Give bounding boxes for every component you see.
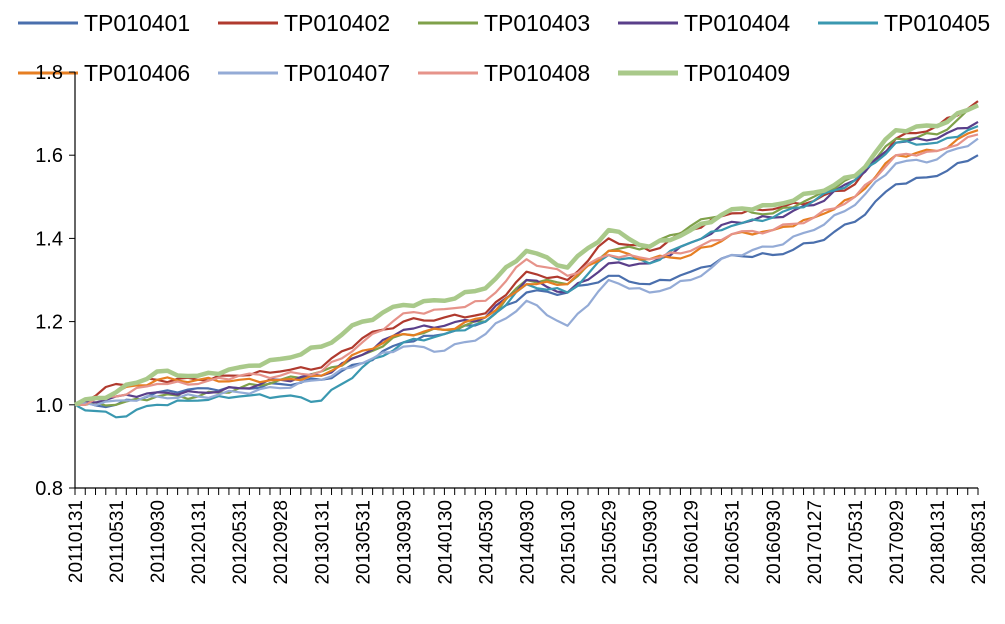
x-tick-label: 20180131 — [928, 500, 949, 585]
x-tick-label: 20110531 — [107, 500, 128, 583]
x-tick-label: 20150529 — [600, 500, 621, 585]
legend-label: TP010408 — [484, 60, 590, 86]
x-tick-label: 20170127 — [805, 500, 826, 585]
legend-label: TP010406 — [84, 60, 190, 86]
legend-label: TP010401 — [84, 10, 190, 36]
y-axis: 0.8 1.0 1.2 1.4 1.6 1.8 — [35, 62, 76, 500]
series-line-TP010403 — [75, 104, 979, 407]
x-tick-label: 20180531 — [969, 500, 990, 585]
series-line-TP010408 — [74, 133, 979, 406]
legend-label: TP010407 — [284, 60, 390, 86]
y-tick-label: 1.2 — [35, 312, 63, 334]
x-tick-label: 20110930 — [148, 500, 169, 583]
y-tick-label: 1.4 — [35, 228, 63, 250]
x-axis: 20110131 20110531 20110930 20120131 20120531… — [66, 487, 990, 585]
x-tick-label: 20170929 — [887, 500, 908, 585]
legend-label: TP010402 — [284, 10, 390, 36]
y-tick-label: 1.0 — [35, 395, 63, 417]
series-line-TP010406 — [74, 129, 979, 406]
x-tick-label: 20120928 — [271, 500, 292, 585]
x-tick-label: 20140130 — [435, 500, 456, 585]
y-tick-label: 1.6 — [35, 145, 63, 167]
plot-area — [73, 100, 979, 419]
x-tick-label: 20130131 — [312, 500, 333, 585]
series-line-TP010404 — [74, 120, 979, 406]
y-tick-label: 1.8 — [35, 62, 63, 84]
series-line-TP010409 — [73, 103, 979, 407]
x-tick-label: 20160129 — [682, 500, 703, 585]
x-tick-label: 20110131 — [66, 500, 87, 583]
x-tick-label: 20150930 — [641, 500, 662, 585]
series-line-TP010402 — [74, 100, 979, 406]
x-tick-label: 20160531 — [723, 500, 744, 585]
x-tick-label: 20140930 — [518, 500, 539, 585]
x-tick-label: 20170531 — [846, 500, 867, 585]
y-tick-label: 0.8 — [35, 478, 63, 500]
x-tick-label: 20130531 — [353, 500, 374, 585]
x-tick-label: 20120531 — [230, 500, 251, 585]
x-tick-label: 20140530 — [476, 500, 497, 585]
legend-label: TP010404 — [684, 10, 790, 36]
x-tick-label: 20120131 — [189, 500, 210, 585]
legend-label: TP010405 — [884, 10, 990, 36]
legend-label: TP010403 — [484, 10, 590, 36]
x-tick-label: 20150130 — [559, 500, 580, 585]
legend: TP010401 TP010402 TP010403 TP010404 TP010405… — [18, 10, 990, 86]
x-tick-label: 20160930 — [764, 500, 785, 585]
legend-label: TP010409 — [684, 60, 790, 86]
x-tick-label: 20130930 — [394, 500, 415, 585]
series-line-TP010407 — [74, 137, 979, 407]
